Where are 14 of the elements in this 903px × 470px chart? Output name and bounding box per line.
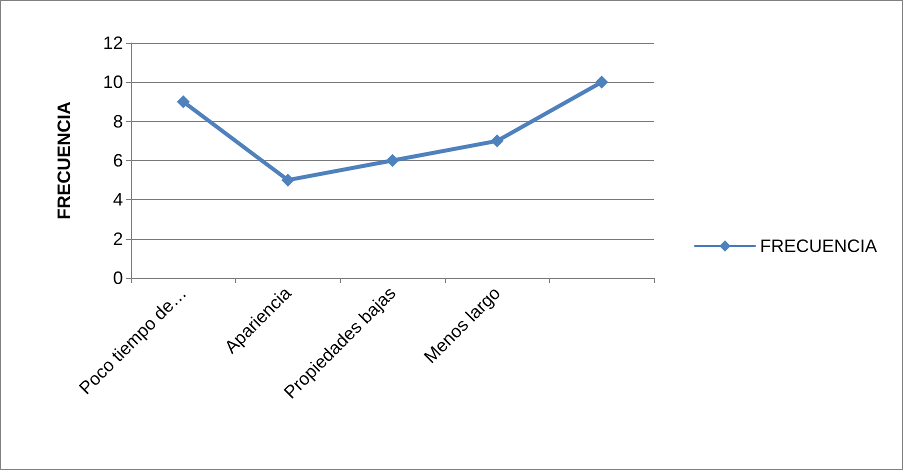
y-tick-label: 4 [112, 190, 123, 210]
y-tick-label: 0 [112, 268, 123, 288]
y-tick-label: 2 [112, 228, 123, 249]
y-axis-title: FRECUENCIA [54, 101, 74, 220]
point [281, 174, 294, 187]
legend-label: FRECUENCIA [760, 236, 878, 256]
y-tick-label: 8 [112, 111, 123, 132]
point [176, 95, 190, 108]
y-tick-label: 6 [112, 150, 123, 170]
point [595, 76, 608, 89]
y-tick-label: 10 [102, 72, 123, 92]
point [490, 134, 504, 148]
y-tick-label: 12 [102, 33, 123, 53]
point [386, 154, 399, 167]
